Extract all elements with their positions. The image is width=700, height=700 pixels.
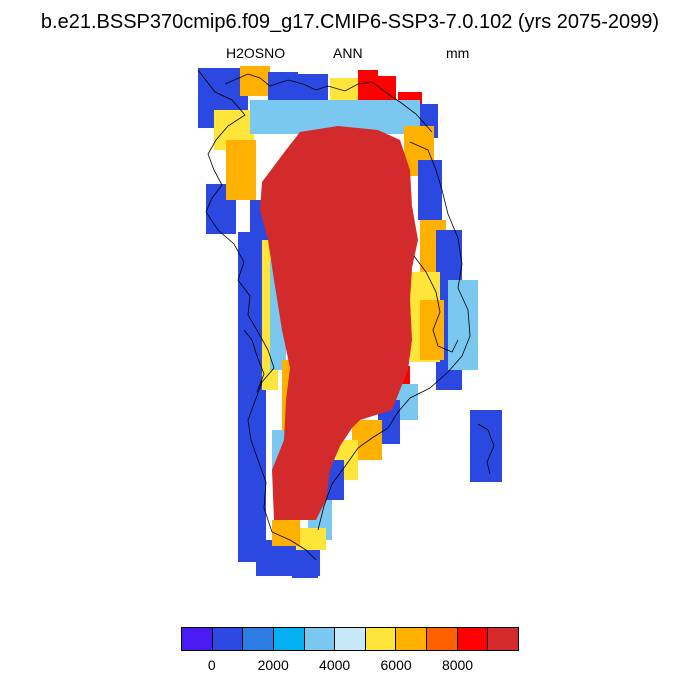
- coastline-island: [477, 423, 495, 475]
- coastline-east: [317, 141, 471, 531]
- snow-cell: [418, 160, 442, 220]
- snow-cell: [272, 520, 300, 546]
- plot-title: b.e21.BSSP370cmip6.f09_g17.CMIP6-SSP3-7.…: [40, 11, 660, 33]
- colorbar-tick-label: 6000: [380, 657, 412, 673]
- snow-cell: [448, 280, 478, 370]
- coastline-inner-west: [243, 329, 265, 393]
- snow-field-blocks: [198, 66, 502, 578]
- snow-cell: [268, 72, 298, 102]
- units-label: mm: [446, 45, 470, 61]
- colorbar-swatch: [243, 628, 274, 650]
- colorbar-swatch: [427, 628, 458, 650]
- snow-cell: [298, 74, 328, 100]
- colorbar-swatch: [396, 628, 428, 650]
- snow-cell: [240, 66, 270, 96]
- variable-label: H2OSNO: [226, 45, 286, 61]
- snow-cell: [238, 232, 266, 562]
- ice-sheet-interior: [260, 126, 418, 520]
- coastline-west: [197, 69, 317, 561]
- colorbar-tick-label: 4000: [319, 657, 351, 673]
- season-label: ANN: [333, 45, 363, 61]
- colorbar-tick-label: 8000: [441, 657, 474, 673]
- coastline-north: [224, 73, 433, 133]
- colorbar-tick-label: 2000: [257, 657, 289, 673]
- colorbar-swatch: [488, 628, 519, 650]
- colorbar-swatch: [304, 628, 336, 650]
- colorbar-swatch: [365, 628, 397, 650]
- colorbar-tick-label: 0: [207, 657, 216, 673]
- snow-cell: [376, 76, 396, 106]
- colorbar-swatch: [212, 628, 244, 650]
- snow-cell: [296, 528, 326, 550]
- colorbar-swatch: [182, 628, 213, 650]
- snow-cell: [292, 560, 318, 578]
- snow-cell: [226, 140, 256, 200]
- colorbar-swatch: [335, 628, 366, 650]
- colorbar-swatch: [273, 628, 305, 650]
- colorbar: [181, 627, 519, 651]
- coastline-outlines: [197, 69, 495, 561]
- snow-cell: [420, 300, 444, 360]
- colorbar-swatch: [457, 628, 489, 650]
- snow-cell: [358, 70, 378, 100]
- snow-cell: [470, 410, 502, 482]
- coastline-inner-east: [413, 255, 459, 353]
